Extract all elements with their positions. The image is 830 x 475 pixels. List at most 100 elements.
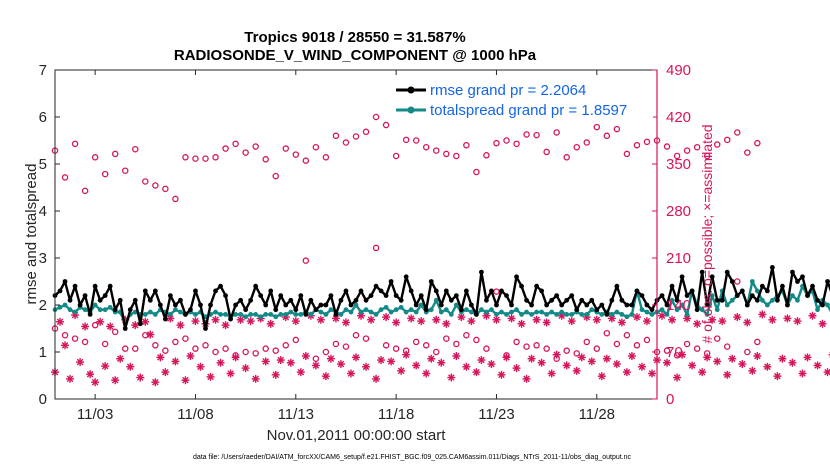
obs-assimilated-marker	[61, 341, 69, 349]
rmse-point	[650, 307, 655, 312]
rmse-point	[258, 293, 263, 298]
obs-possible-marker	[755, 141, 760, 146]
totalspread-point	[564, 312, 569, 317]
obs-assimilated-marker	[723, 371, 731, 379]
rmse-point	[604, 312, 609, 317]
obs-assimilated-marker	[593, 316, 601, 324]
obs-assimilated-marker	[377, 356, 385, 364]
obs-assimilated-marker	[487, 360, 495, 368]
rmse-point	[524, 298, 529, 303]
rmse-point	[494, 303, 499, 308]
rmse-point	[228, 317, 233, 322]
obs-assimilated-marker	[598, 372, 606, 380]
totalspread-point	[750, 279, 755, 284]
totalspread-point	[298, 312, 303, 317]
rmse-point	[740, 289, 745, 294]
obs-assimilated-marker	[437, 359, 445, 367]
obs-assimilated-marker	[824, 368, 830, 376]
obs-assimilated-marker	[497, 371, 505, 379]
totalspread-point	[263, 312, 268, 317]
x-tick-label: 11/03	[77, 406, 113, 423]
totalspread-point	[213, 310, 218, 315]
rmse-point	[554, 293, 559, 298]
right-tick-label: 0	[666, 391, 674, 408]
rmse-point	[359, 289, 364, 294]
obs-assimilated-marker	[668, 316, 676, 324]
legend-rmse-label: rmse grand pr = 2.2064	[430, 82, 586, 99]
rmse-point	[614, 284, 619, 289]
obs-assimilated-marker	[387, 357, 395, 365]
obs-possible-marker	[685, 148, 690, 153]
rmse-point	[434, 289, 439, 294]
rmse-point	[805, 293, 810, 298]
rmse-point	[223, 293, 228, 298]
rmse-point	[73, 284, 78, 289]
obs-assimilated-marker	[814, 361, 822, 369]
obs-assimilated-marker	[427, 355, 435, 363]
obs-assimilated-marker	[467, 317, 475, 325]
rmse-point	[113, 307, 118, 312]
rmse-point	[795, 279, 800, 284]
totalspread-point	[288, 310, 293, 315]
totalspread-point	[238, 312, 243, 317]
rmse-point	[133, 298, 138, 303]
rmse-point	[389, 279, 394, 284]
rmse-point	[755, 298, 760, 303]
obs-assimilated-marker	[533, 316, 541, 324]
rmse-point	[288, 298, 293, 303]
totalspread-point	[389, 310, 394, 315]
totalspread-point	[529, 312, 534, 317]
totalspread-point	[73, 310, 78, 315]
totalspread-point	[650, 312, 655, 317]
totalspread-point	[554, 312, 559, 317]
totalspread-point	[218, 312, 223, 317]
obs-assimilated-marker	[352, 353, 360, 361]
obs-assimilated-marker	[528, 355, 536, 363]
obs-assimilated-marker	[783, 314, 791, 322]
obs-assimilated-marker	[523, 375, 531, 383]
obs-assimilated-marker	[196, 363, 204, 371]
totalspread-point	[409, 307, 414, 312]
obs-possible-marker	[715, 336, 720, 341]
obs-assimilated-marker	[337, 360, 345, 368]
totalspread-point	[399, 305, 404, 310]
totalspread-point	[539, 310, 544, 315]
x-tick-label: 11/08	[177, 406, 213, 423]
totalspread-point	[63, 303, 68, 308]
rmse-point	[178, 298, 183, 303]
rmse-point	[504, 293, 509, 298]
totalspread-point	[514, 307, 519, 312]
totalspread-point	[369, 310, 374, 315]
legend: rmse grand pr = 2.2064 totalspread grand…	[390, 78, 653, 122]
obs-assimilated-marker	[186, 352, 194, 360]
obs-assimilated-marker	[277, 356, 285, 364]
rmse-point	[344, 289, 349, 294]
totalspread-point	[143, 312, 148, 317]
rmse-point	[158, 303, 163, 308]
rmse-point	[519, 284, 524, 289]
obs-assimilated-marker	[763, 363, 771, 371]
totalspread-point	[499, 310, 504, 315]
rmse-point	[780, 284, 785, 289]
totalspread-point	[519, 312, 524, 317]
totalspread-point	[349, 310, 354, 315]
totalspread-point	[825, 303, 830, 308]
rmse-point	[394, 293, 399, 298]
totalspread-point	[439, 310, 444, 315]
totalspread-point	[243, 314, 248, 319]
totalspread-point	[730, 298, 735, 303]
totalspread-point	[283, 312, 288, 317]
rmse-point	[193, 289, 198, 294]
rmse-point	[825, 279, 830, 284]
totalspread-point	[374, 312, 379, 317]
rmse-point	[529, 303, 534, 308]
obs-assimilated-marker	[402, 351, 410, 359]
totalspread-point	[404, 310, 409, 315]
rmse-point	[409, 289, 414, 294]
rmse-point	[454, 293, 459, 298]
x-tick-label: 11/18	[378, 406, 414, 423]
rmse-point	[800, 274, 805, 279]
obs-assimilated-marker	[272, 371, 280, 379]
totalspread-point	[534, 310, 539, 315]
totalspread-point	[318, 310, 323, 315]
